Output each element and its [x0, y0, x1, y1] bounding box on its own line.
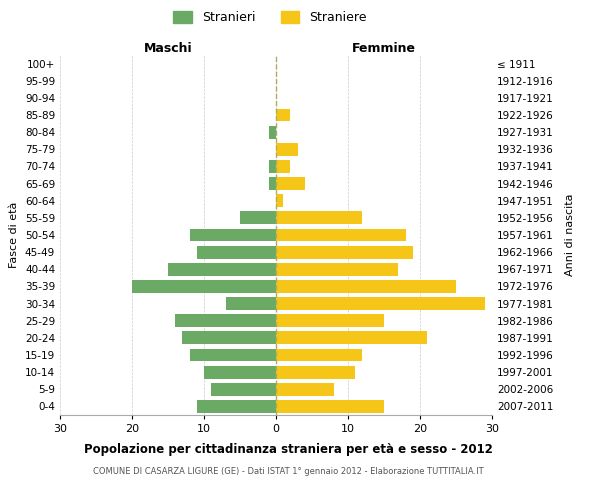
Bar [269, 177, 276, 190]
Bar [276, 246, 413, 258]
Bar [211, 383, 276, 396]
Bar [276, 400, 384, 413]
Bar [276, 314, 384, 327]
Bar [276, 263, 398, 276]
Bar [269, 160, 276, 173]
Bar [175, 314, 276, 327]
Bar [276, 297, 485, 310]
Bar [276, 194, 283, 207]
Bar [276, 108, 290, 122]
Bar [197, 400, 276, 413]
Text: COMUNE DI CASARZA LIGURE (GE) - Dati ISTAT 1° gennaio 2012 - Elaborazione TUTTIT: COMUNE DI CASARZA LIGURE (GE) - Dati IST… [92, 468, 484, 476]
Bar [132, 280, 276, 293]
Bar [276, 160, 290, 173]
Text: Popolazione per cittadinanza straniera per età e sesso - 2012: Popolazione per cittadinanza straniera p… [83, 442, 493, 456]
Bar [276, 348, 362, 362]
Bar [276, 143, 298, 156]
Bar [269, 126, 276, 138]
Text: Maschi: Maschi [143, 42, 193, 55]
Bar [276, 332, 427, 344]
Bar [226, 297, 276, 310]
Y-axis label: Anni di nascita: Anni di nascita [565, 194, 575, 276]
Bar [190, 228, 276, 241]
Bar [240, 212, 276, 224]
Bar [190, 348, 276, 362]
Bar [276, 383, 334, 396]
Bar [168, 263, 276, 276]
Bar [276, 366, 355, 378]
Bar [276, 228, 406, 241]
Bar [276, 177, 305, 190]
Bar [276, 280, 456, 293]
Bar [197, 246, 276, 258]
Bar [204, 366, 276, 378]
Bar [182, 332, 276, 344]
Y-axis label: Fasce di età: Fasce di età [10, 202, 19, 268]
Legend: Stranieri, Straniere: Stranieri, Straniere [173, 11, 367, 24]
Text: Femmine: Femmine [352, 42, 416, 55]
Bar [276, 212, 362, 224]
